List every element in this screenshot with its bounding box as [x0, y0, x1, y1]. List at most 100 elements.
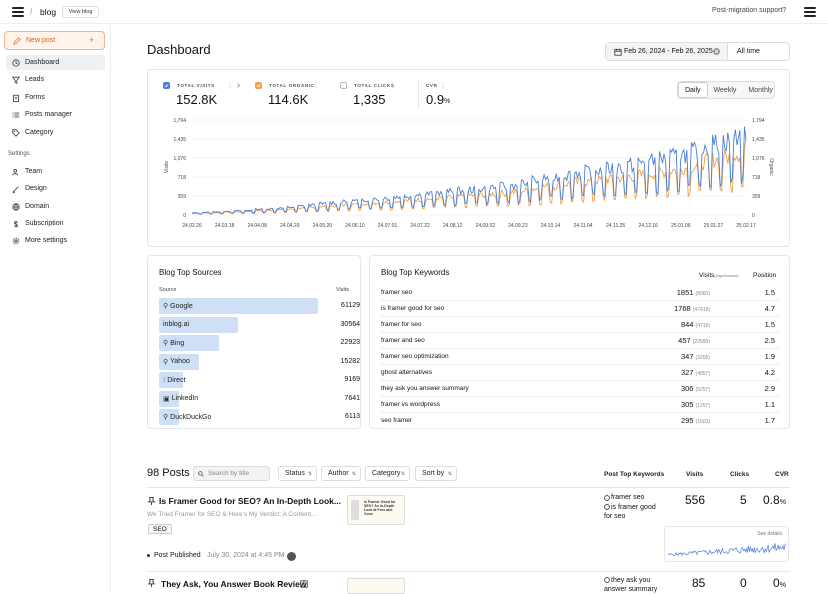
source-row[interactable]: ⚲ DuckDuckGo 6113	[159, 409, 360, 426]
keyword-visits: 305 (1257)	[681, 400, 710, 409]
y-tick-label: 1,076	[173, 156, 186, 162]
keyword-row[interactable]: framer seo 1851 (8060) 1.5	[381, 285, 780, 301]
all-time-select[interactable]: All time	[737, 48, 760, 55]
source-row[interactable]: ▣ LinkedIn 7641	[159, 390, 360, 408]
clear-icon[interactable]	[713, 48, 720, 55]
sidebar-item-posts-manager[interactable]: Posts manager	[6, 107, 105, 122]
kpi-total-organic[interactable]: TOTAL ORGANIC ⋮ 114.6K	[255, 82, 341, 112]
x-tick-label: 24.06.10	[345, 223, 365, 229]
source-visits: 6113	[344, 413, 360, 420]
sidebar-item-design[interactable]: Design	[6, 181, 105, 196]
y2-tick-label: 1,076	[752, 156, 765, 162]
source-visits: 15282	[340, 357, 360, 365]
kpi-total-visits[interactable]: TOTAL VISITS ⋮ 152.8K	[163, 82, 249, 112]
y2-tick-label: 359	[752, 194, 761, 200]
keyword-visits-header: Visits(impressions)	[699, 272, 738, 279]
y2-tick-label: 0	[752, 213, 755, 219]
sidebar-item-dashboard[interactable]: Dashboard	[6, 55, 105, 70]
date-range-picker[interactable]: Feb 26, 2024 - Feb 26, 2025 All time	[605, 42, 790, 61]
sort-arrows-icon: ⇅	[307, 470, 312, 477]
keyword-row[interactable]: framer seo optimization 347 (3206) 1.9	[381, 349, 780, 365]
support-link[interactable]: Post-migration support?	[712, 7, 787, 14]
keyword-row[interactable]: ghost alternatives 327 (4957) 4.2	[381, 365, 780, 381]
breadcrumb-separator: /	[30, 6, 33, 16]
sidebar-item-label: Category	[25, 129, 54, 136]
app-logo-icon[interactable]	[12, 7, 24, 18]
source-row[interactable]: ⁝ Direct 9169	[159, 372, 360, 389]
y-tick-label: 1,435	[173, 137, 186, 143]
source-bar	[159, 353, 199, 370]
sidebar-item-domain[interactable]: Domain	[6, 199, 105, 214]
post-title[interactable]: Is Framer Good for SEO? An In-Depth Look…	[159, 496, 341, 506]
search-icon: ⚲	[163, 414, 169, 421]
top-sources-title: Blog Top Sources	[159, 268, 222, 277]
settings-heading: Settings	[8, 151, 30, 157]
breadcrumb[interactable]: blog	[40, 7, 57, 17]
post-sparkline-card[interactable]: See details	[664, 526, 789, 562]
keyword-text: is framer good for seo	[381, 305, 445, 312]
author-filter[interactable]: Author ⇅	[321, 466, 361, 481]
checkbox-checked-icon[interactable]	[255, 82, 262, 89]
y2-tick-label: 1,794	[752, 118, 765, 124]
keyword-row[interactable]: framer for seo 844 (4719) 1.5	[381, 317, 780, 333]
post-keywords-header: Post Top Keywords	[604, 471, 665, 478]
source-column-header: Source	[159, 287, 177, 293]
sidebar-item-leads[interactable]: Leads	[6, 72, 105, 87]
granularity-daily[interactable]: Daily	[678, 82, 708, 98]
visits-column-header: Visits	[335, 287, 349, 293]
kpi-value: 1,335	[353, 92, 386, 107]
keyword-impressions: (1603)	[695, 419, 710, 425]
search-input[interactable]: Search by title	[193, 466, 270, 481]
see-details-link[interactable]: See details	[757, 531, 782, 537]
sidebar-item-subscription[interactable]: Subscription	[6, 216, 105, 231]
post-thumbnail[interactable]: Is Framer Good for SEO? An In-Depth Look…	[347, 495, 405, 525]
source-row[interactable]: ⚲ Bing 22923	[159, 335, 360, 352]
position-header: Position	[753, 272, 777, 279]
pin-icon[interactable]	[147, 578, 156, 588]
post-tag[interactable]: SEO	[148, 524, 172, 534]
x-tick-label: 25.01.27	[704, 223, 724, 229]
new-post-button[interactable]: New post +	[4, 31, 105, 50]
new-post-label: New post	[26, 37, 56, 44]
source-row[interactable]: ⚲ Google 61129	[159, 298, 360, 315]
keyword-row[interactable]: framer vs wordpress 305 (1257) 1.1	[381, 397, 780, 413]
sort-arrows-icon: ⇅	[400, 470, 405, 477]
visits-line-chart[interactable]: 1,794 1,794 1,435 1,435 1,076 1,076 718 718 359 3…	[148, 110, 789, 240]
sidebar-item-category[interactable]: Category	[6, 125, 105, 140]
pin-icon[interactable]	[147, 496, 156, 506]
post-row[interactable]: They Ask, You Answer Book Review they as…	[147, 575, 790, 594]
sort-by-filter[interactable]: Sort by ⇅	[415, 466, 457, 481]
view-blog-button[interactable]: View blog	[62, 6, 99, 18]
post-thumbnail[interactable]	[347, 578, 405, 594]
checkbox-checked-icon[interactable]	[163, 82, 170, 89]
granularity-monthly[interactable]: Monthly	[748, 86, 773, 94]
sidebar-item-more-settings[interactable]: More settings	[6, 233, 105, 248]
sidebar-item-team[interactable]: Team	[6, 164, 105, 179]
x-tick-label: 24.04.08	[247, 223, 267, 229]
x-tick-label: 25.01.06	[671, 223, 691, 229]
post-title[interactable]: They Ask, You Answer Book Review	[161, 579, 307, 589]
source-row[interactable]: inblog.ai 30564	[159, 316, 360, 334]
post-row[interactable]: Is Framer Good for SEO? An In-Depth Look…	[147, 493, 790, 569]
kpi-value: 0.9	[426, 92, 445, 107]
keyword-row[interactable]: framer and seo 457 (22599) 2.5	[381, 333, 780, 349]
kpi-total-clicks[interactable]: TOTAL CLICKS ⋮ 1,335	[340, 82, 420, 112]
visits-series-line	[191, 126, 747, 215]
status-filter[interactable]: Status ⇅	[278, 466, 317, 481]
tag-icon	[12, 128, 20, 137]
checkbox-unchecked-icon[interactable]	[340, 82, 347, 89]
filter-label: Category	[372, 470, 401, 477]
category-filter[interactable]: Category ⇅	[365, 466, 410, 481]
sidebar-item-forms[interactable]: Forms	[6, 90, 105, 105]
menu-icon[interactable]	[804, 7, 816, 18]
keyword-row[interactable]: is framer good for seo 1768 (47418) 4.7	[381, 301, 780, 317]
post-clicks: 5	[740, 493, 747, 507]
analytics-card: TOTAL VISITS ⋮ 152.8K TOTAL ORGANIC ⋮ 11…	[147, 69, 790, 247]
keyword-row[interactable]: seo framer 295 (1603) 1.7	[381, 413, 780, 429]
x-tick-label: 24.11.25	[606, 223, 625, 229]
source-row[interactable]: ⚲ Yahoo 15282	[159, 353, 360, 371]
keyword-row[interactable]: they ask you answer summary 306 (5257) 2.9	[381, 381, 780, 397]
granularity-weekly[interactable]: Weekly	[713, 86, 737, 94]
google-icon	[604, 577, 610, 583]
brush-icon	[12, 185, 19, 193]
